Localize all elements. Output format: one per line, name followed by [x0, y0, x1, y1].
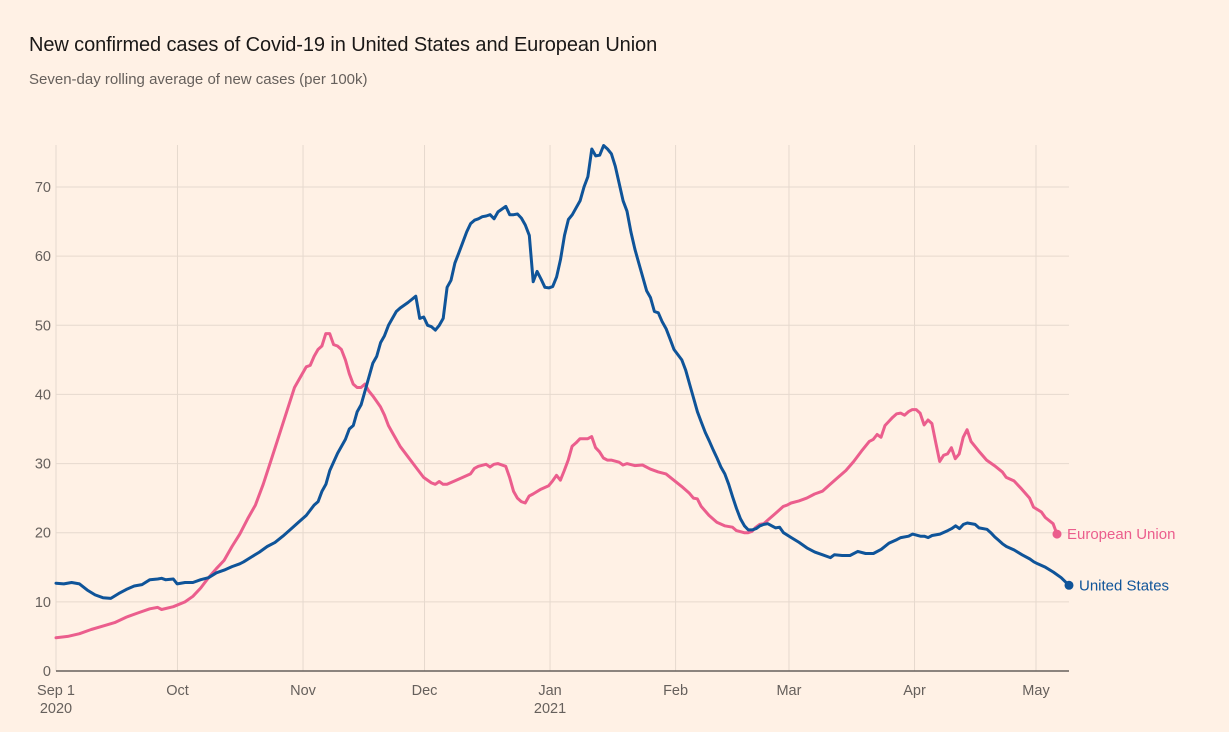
y-tick-label: 40	[35, 387, 51, 403]
series: European Union United States	[54, 144, 1175, 640]
x-tick-label: Mar	[776, 683, 801, 699]
y-tick-label: 70	[35, 180, 51, 196]
axes: 0 10 20 30 40 50 60 70 Sep 1 2020 Oct Nov Dec Jan 2021…	[35, 180, 1069, 717]
x-tick-label: Nov	[290, 683, 317, 699]
x-tick-label: May	[1022, 683, 1050, 699]
x-tick-label: Apr	[903, 683, 926, 699]
y-tick-label: 30	[35, 457, 51, 473]
chart-title: New confirmed cases of Covid-19 in Unite…	[29, 34, 658, 56]
y-tick-label: 10	[35, 595, 51, 611]
series-end-marker-european-union	[1052, 529, 1062, 539]
x-tick-label: Jan	[538, 683, 561, 699]
gridlines	[55, 145, 1069, 671]
y-tick-label: 50	[35, 318, 51, 334]
x-tick-label: Sep 1	[37, 683, 75, 699]
x-tick-sublabel: 2020	[40, 701, 72, 717]
series-line-united-states	[54, 144, 1071, 600]
chart-subtitle: Seven-day rolling average of new cases (…	[29, 71, 368, 88]
y-tick-label: 20	[35, 526, 51, 542]
x-tick-label: Feb	[663, 683, 688, 699]
series-line-european-union	[54, 332, 1059, 640]
series-end-marker-united-states	[1064, 580, 1074, 590]
y-tick-label: 60	[35, 249, 51, 265]
y-tick-label: 0	[43, 664, 51, 680]
x-tick-sublabel: 2021	[534, 701, 566, 717]
x-tick-label: Oct	[166, 683, 189, 699]
x-tick-label: Dec	[412, 683, 438, 699]
series-label-european-union: European Union	[1067, 526, 1175, 543]
series-label-united-states: United States	[1079, 577, 1169, 594]
